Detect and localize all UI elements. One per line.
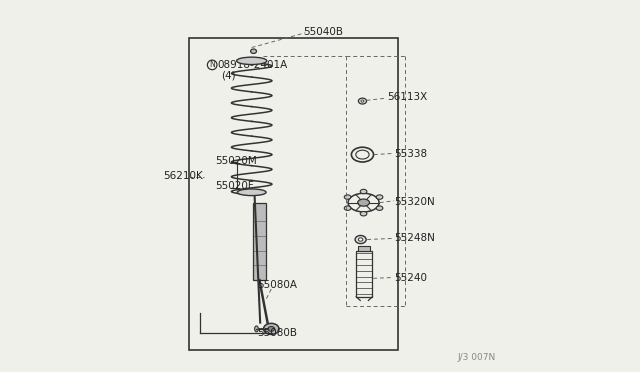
Ellipse shape	[237, 57, 267, 64]
Text: (4): (4)	[221, 71, 236, 81]
Ellipse shape	[358, 199, 369, 206]
Ellipse shape	[361, 100, 364, 102]
Bar	[358, 246, 371, 251]
Text: 56113X: 56113X	[387, 92, 428, 102]
Ellipse shape	[251, 49, 257, 54]
Text: 55240: 55240	[394, 273, 427, 283]
Text: 55338: 55338	[394, 148, 427, 158]
Text: 55080A: 55080A	[257, 280, 297, 290]
Text: 55320N: 55320N	[394, 196, 435, 206]
Bar	[189, 38, 397, 350]
Text: N: N	[209, 60, 215, 70]
Text: 08918-2401A: 08918-2401A	[218, 60, 287, 70]
Text: 55020M: 55020M	[215, 156, 257, 166]
Ellipse shape	[376, 195, 383, 199]
Text: 55020F: 55020F	[215, 181, 253, 191]
Ellipse shape	[355, 235, 366, 244]
Ellipse shape	[358, 98, 367, 104]
Ellipse shape	[268, 327, 275, 331]
Ellipse shape	[344, 206, 351, 211]
Ellipse shape	[344, 195, 351, 199]
Ellipse shape	[360, 189, 367, 194]
Ellipse shape	[376, 206, 383, 211]
Text: 55080B: 55080B	[257, 328, 297, 338]
Text: 55040B: 55040B	[303, 27, 344, 37]
Text: J/3 007N: J/3 007N	[457, 353, 495, 362]
Ellipse shape	[264, 323, 279, 334]
Ellipse shape	[358, 238, 363, 241]
Bar	[356, 251, 372, 297]
Ellipse shape	[360, 211, 367, 216]
Text: 55248N: 55248N	[394, 233, 435, 243]
Bar	[253, 203, 266, 280]
Ellipse shape	[255, 326, 259, 332]
Ellipse shape	[237, 189, 266, 196]
Text: 56210K: 56210K	[163, 171, 203, 181]
